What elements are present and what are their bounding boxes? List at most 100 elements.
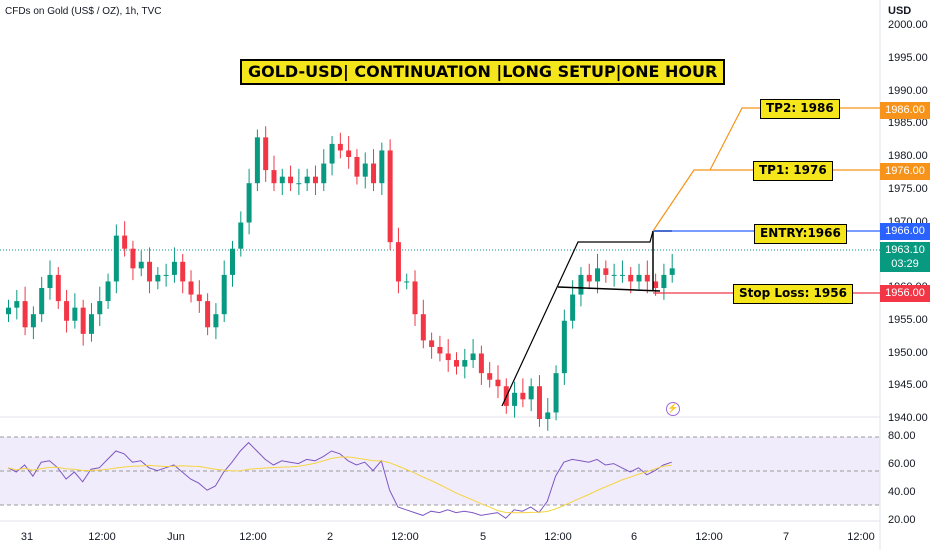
- candle-body: [30, 314, 36, 328]
- candle-body: [337, 143, 343, 151]
- price-tick-label: 1995.00: [888, 51, 928, 64]
- candle-body: [669, 268, 675, 275]
- candle-body: [536, 386, 542, 419]
- candle-body: [362, 163, 368, 177]
- time-tick-label: 7: [782, 531, 790, 543]
- candle-body: [6, 307, 11, 315]
- time-tick-label: 12:00: [88, 531, 116, 543]
- candle-body: [420, 314, 426, 341]
- candle-body: [387, 150, 393, 243]
- candle-body: [512, 392, 518, 406]
- candle-body: [437, 346, 443, 354]
- price-tick-label: 1945.00: [888, 379, 928, 392]
- candle-body: [296, 183, 302, 185]
- candle-body: [279, 176, 285, 184]
- candle-body: [55, 274, 61, 302]
- candle-body: [395, 242, 401, 282]
- candle-body: [312, 176, 318, 184]
- candle-body: [520, 392, 526, 400]
- candle-body: [628, 274, 634, 282]
- entry-price-tag: 1966.00: [880, 223, 930, 240]
- time-tick-label: 31: [20, 531, 34, 543]
- rsi-tick-label: 80.00: [888, 430, 916, 442]
- candle-body: [429, 340, 435, 347]
- rsi-line: [7, 441, 672, 519]
- price-tick-label: 1980.00: [888, 150, 928, 162]
- candle-body: [72, 307, 78, 321]
- time-tick-label: 12:00: [847, 531, 875, 543]
- headline-banner: GOLD-USD| CONTINUATION |LONG SETUP|ONE H…: [240, 59, 726, 85]
- candle-body: [171, 261, 177, 275]
- symbol-title: CFDs on Gold (US$ / OZ), 1h, TVC: [5, 6, 162, 17]
- candle-body: [644, 274, 650, 282]
- candle-body: [88, 314, 94, 334]
- candle-body: [528, 386, 534, 400]
- flash-icon[interactable]: ⚡: [666, 402, 680, 416]
- price-tick-label: 1940.00: [888, 412, 928, 424]
- candle-body: [619, 274, 625, 276]
- price-tick-label: 1950.00: [888, 346, 928, 359]
- candle-body: [246, 183, 252, 223]
- time-tick-label: 12:00: [239, 531, 267, 543]
- tp2-price-tag: 1986.00: [880, 102, 930, 119]
- candle-body: [288, 176, 294, 184]
- candle-body: [561, 320, 567, 374]
- candle-body: [371, 163, 377, 184]
- candle-body: [636, 274, 642, 282]
- time-tick-label: Jun: [167, 531, 185, 543]
- candle-body: [346, 150, 352, 157]
- candle-body: [603, 268, 609, 275]
- rsi-tick-label: 40.00: [888, 486, 916, 498]
- candle-body: [138, 261, 144, 269]
- candle-body: [213, 314, 219, 328]
- candle-body: [147, 261, 153, 282]
- candle-body: [462, 360, 468, 367]
- price-tick-label: 1975.00: [888, 182, 928, 195]
- candle-body: [578, 274, 584, 295]
- candle-body: [221, 274, 227, 315]
- candle-body: [611, 274, 617, 276]
- candle-body: [163, 274, 169, 276]
- candle-body: [47, 274, 53, 288]
- rsi-ma-line: [7, 456, 672, 514]
- candle-body: [97, 301, 103, 315]
- candle-body: [155, 274, 161, 282]
- candle-body: [113, 235, 119, 282]
- time-tick-label: 6: [630, 531, 638, 543]
- time-tick-label: 12:00: [391, 531, 419, 543]
- candle-body: [445, 353, 451, 361]
- tp1-callout: TP1: 1976: [753, 161, 833, 181]
- entry-callout: ENTRY:1966: [754, 224, 847, 244]
- candle-body: [263, 137, 269, 171]
- candle-body: [495, 379, 501, 387]
- candle-body: [329, 143, 335, 164]
- price-tick-label: 1955.00: [888, 313, 928, 326]
- countdown-tag: 03:29: [880, 257, 930, 272]
- candle-body: [196, 294, 202, 302]
- tp2-callout: TP2: 1986: [760, 99, 840, 119]
- current-price-tag: 1963.10: [880, 242, 930, 258]
- flag-pole-line: [501, 230, 654, 407]
- rsi-tick-label: 20.00: [888, 514, 916, 526]
- rsi-band: [0, 437, 880, 505]
- axis-currency: USD: [888, 5, 912, 17]
- candle-body: [412, 281, 418, 315]
- rsi-tick-label: 60.00: [888, 458, 916, 470]
- candle-body: [487, 373, 493, 380]
- stop-loss-price-tag: 1956.00: [880, 285, 930, 302]
- time-tick-label: 12:00: [544, 531, 572, 543]
- candle-body: [570, 294, 576, 321]
- candle-body: [470, 353, 476, 361]
- candle-body: [321, 163, 327, 184]
- candle-body: [14, 301, 20, 308]
- candle-body: [205, 301, 211, 328]
- candle-body: [22, 301, 28, 328]
- candle-body: [354, 157, 360, 177]
- candle-body: [188, 281, 194, 295]
- tp1-price-tag: 1976.00: [880, 163, 930, 180]
- candle-body: [454, 360, 459, 367]
- flag-bottom-line: [557, 286, 661, 292]
- candle-body: [653, 281, 659, 288]
- candle-body: [230, 248, 235, 275]
